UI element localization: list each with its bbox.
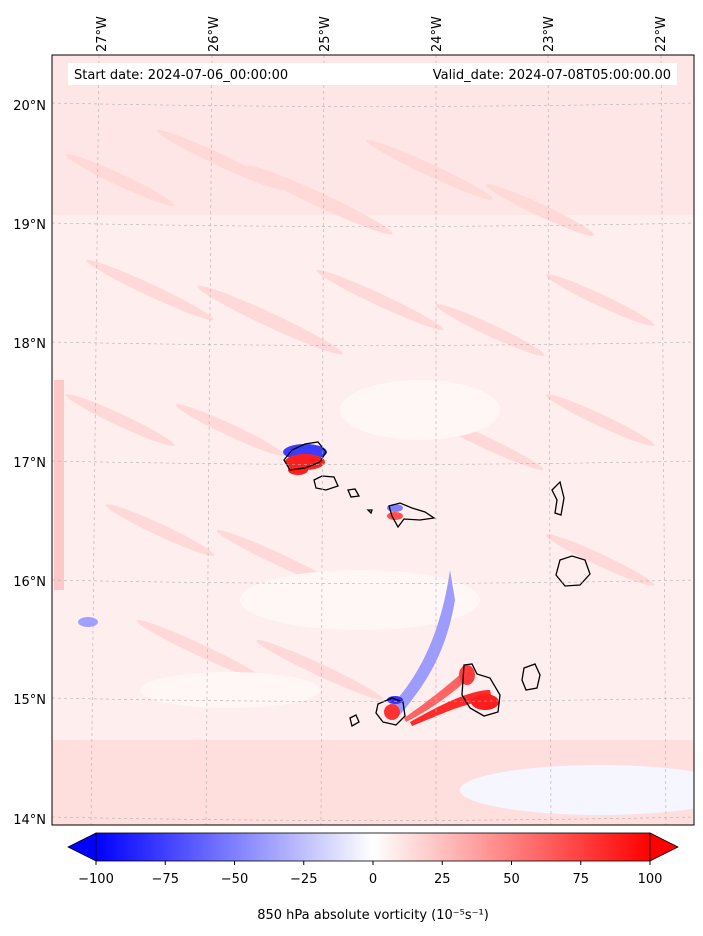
colorbar-extend-max <box>649 832 679 862</box>
island-fogo <box>375 697 406 726</box>
island-raso <box>366 509 373 515</box>
colorbar-tick-label: −50 <box>221 872 248 887</box>
colorbar-extend-min <box>67 832 97 862</box>
colorbar-tick-label: −100 <box>78 872 114 887</box>
colorbar-tick-label: 0 <box>369 872 377 887</box>
colorbar-ticks: −100 −75 −50 −25 0 25 50 75 100 <box>78 861 662 887</box>
gridlines <box>52 55 694 825</box>
lon-label: 26°W <box>207 16 222 52</box>
island-maio <box>521 663 541 691</box>
lon-label: 25°W <box>318 16 333 52</box>
island-santo-antao <box>283 441 327 471</box>
island-sao-nicolau <box>388 502 436 529</box>
colorbar-tick-label: −75 <box>152 872 179 887</box>
island-santa-luzia <box>347 488 361 498</box>
map-frame <box>51 54 695 826</box>
longitude-labels: 27°W 26°W 25°W 24°W 23°W 22°W <box>95 16 669 52</box>
lat-label: 17°N <box>13 456 46 471</box>
colorbar-label: 850 hPa absolute vorticity (10⁻⁵s⁻¹) <box>257 908 489 923</box>
lon-label: 23°W <box>542 16 557 52</box>
colorbar-tick-label: −25 <box>290 872 317 887</box>
island-boa-vista <box>555 555 591 587</box>
lon-label: 24°W <box>430 16 445 52</box>
lon-label: 22°W <box>654 16 669 52</box>
start-date-label: Start date: 2024-07-06_00:00:00 <box>74 68 288 83</box>
island-brava <box>349 714 360 727</box>
lat-label: 15°N <box>13 693 46 708</box>
low-vorticity-areas <box>140 380 500 708</box>
negative-area-southeast <box>460 765 694 815</box>
lat-label: 19°N <box>13 218 46 233</box>
colorbar-tick-label: 50 <box>503 872 520 887</box>
colorbar: −100 −75 −50 −25 0 25 50 75 100 850 hPa absolute… <box>67 832 679 923</box>
valid-date-label: Valid_date: 2024-07-08T05:00:00.00 <box>433 68 671 83</box>
lat-label: 20°N <box>13 99 46 114</box>
island-sao-vicente <box>313 475 339 491</box>
colorbar-tick-label: 25 <box>434 872 451 887</box>
edge-strip-west <box>54 380 64 590</box>
header-box <box>68 63 677 85</box>
lon-label: 27°W <box>95 16 110 52</box>
map-panel <box>52 55 694 825</box>
colorbar-body <box>95 832 651 862</box>
lat-label: 16°N <box>13 575 46 590</box>
colorbar-tick-label: 100 <box>638 872 663 887</box>
latitude-labels: 20°N 19°N 18°N 17°N 16°N 15°N 14°N <box>13 99 46 828</box>
island-sal <box>551 480 565 516</box>
colorbar-tick-label: 75 <box>572 872 589 887</box>
lat-label: 14°N <box>13 813 46 828</box>
lat-label: 18°N <box>13 337 46 352</box>
